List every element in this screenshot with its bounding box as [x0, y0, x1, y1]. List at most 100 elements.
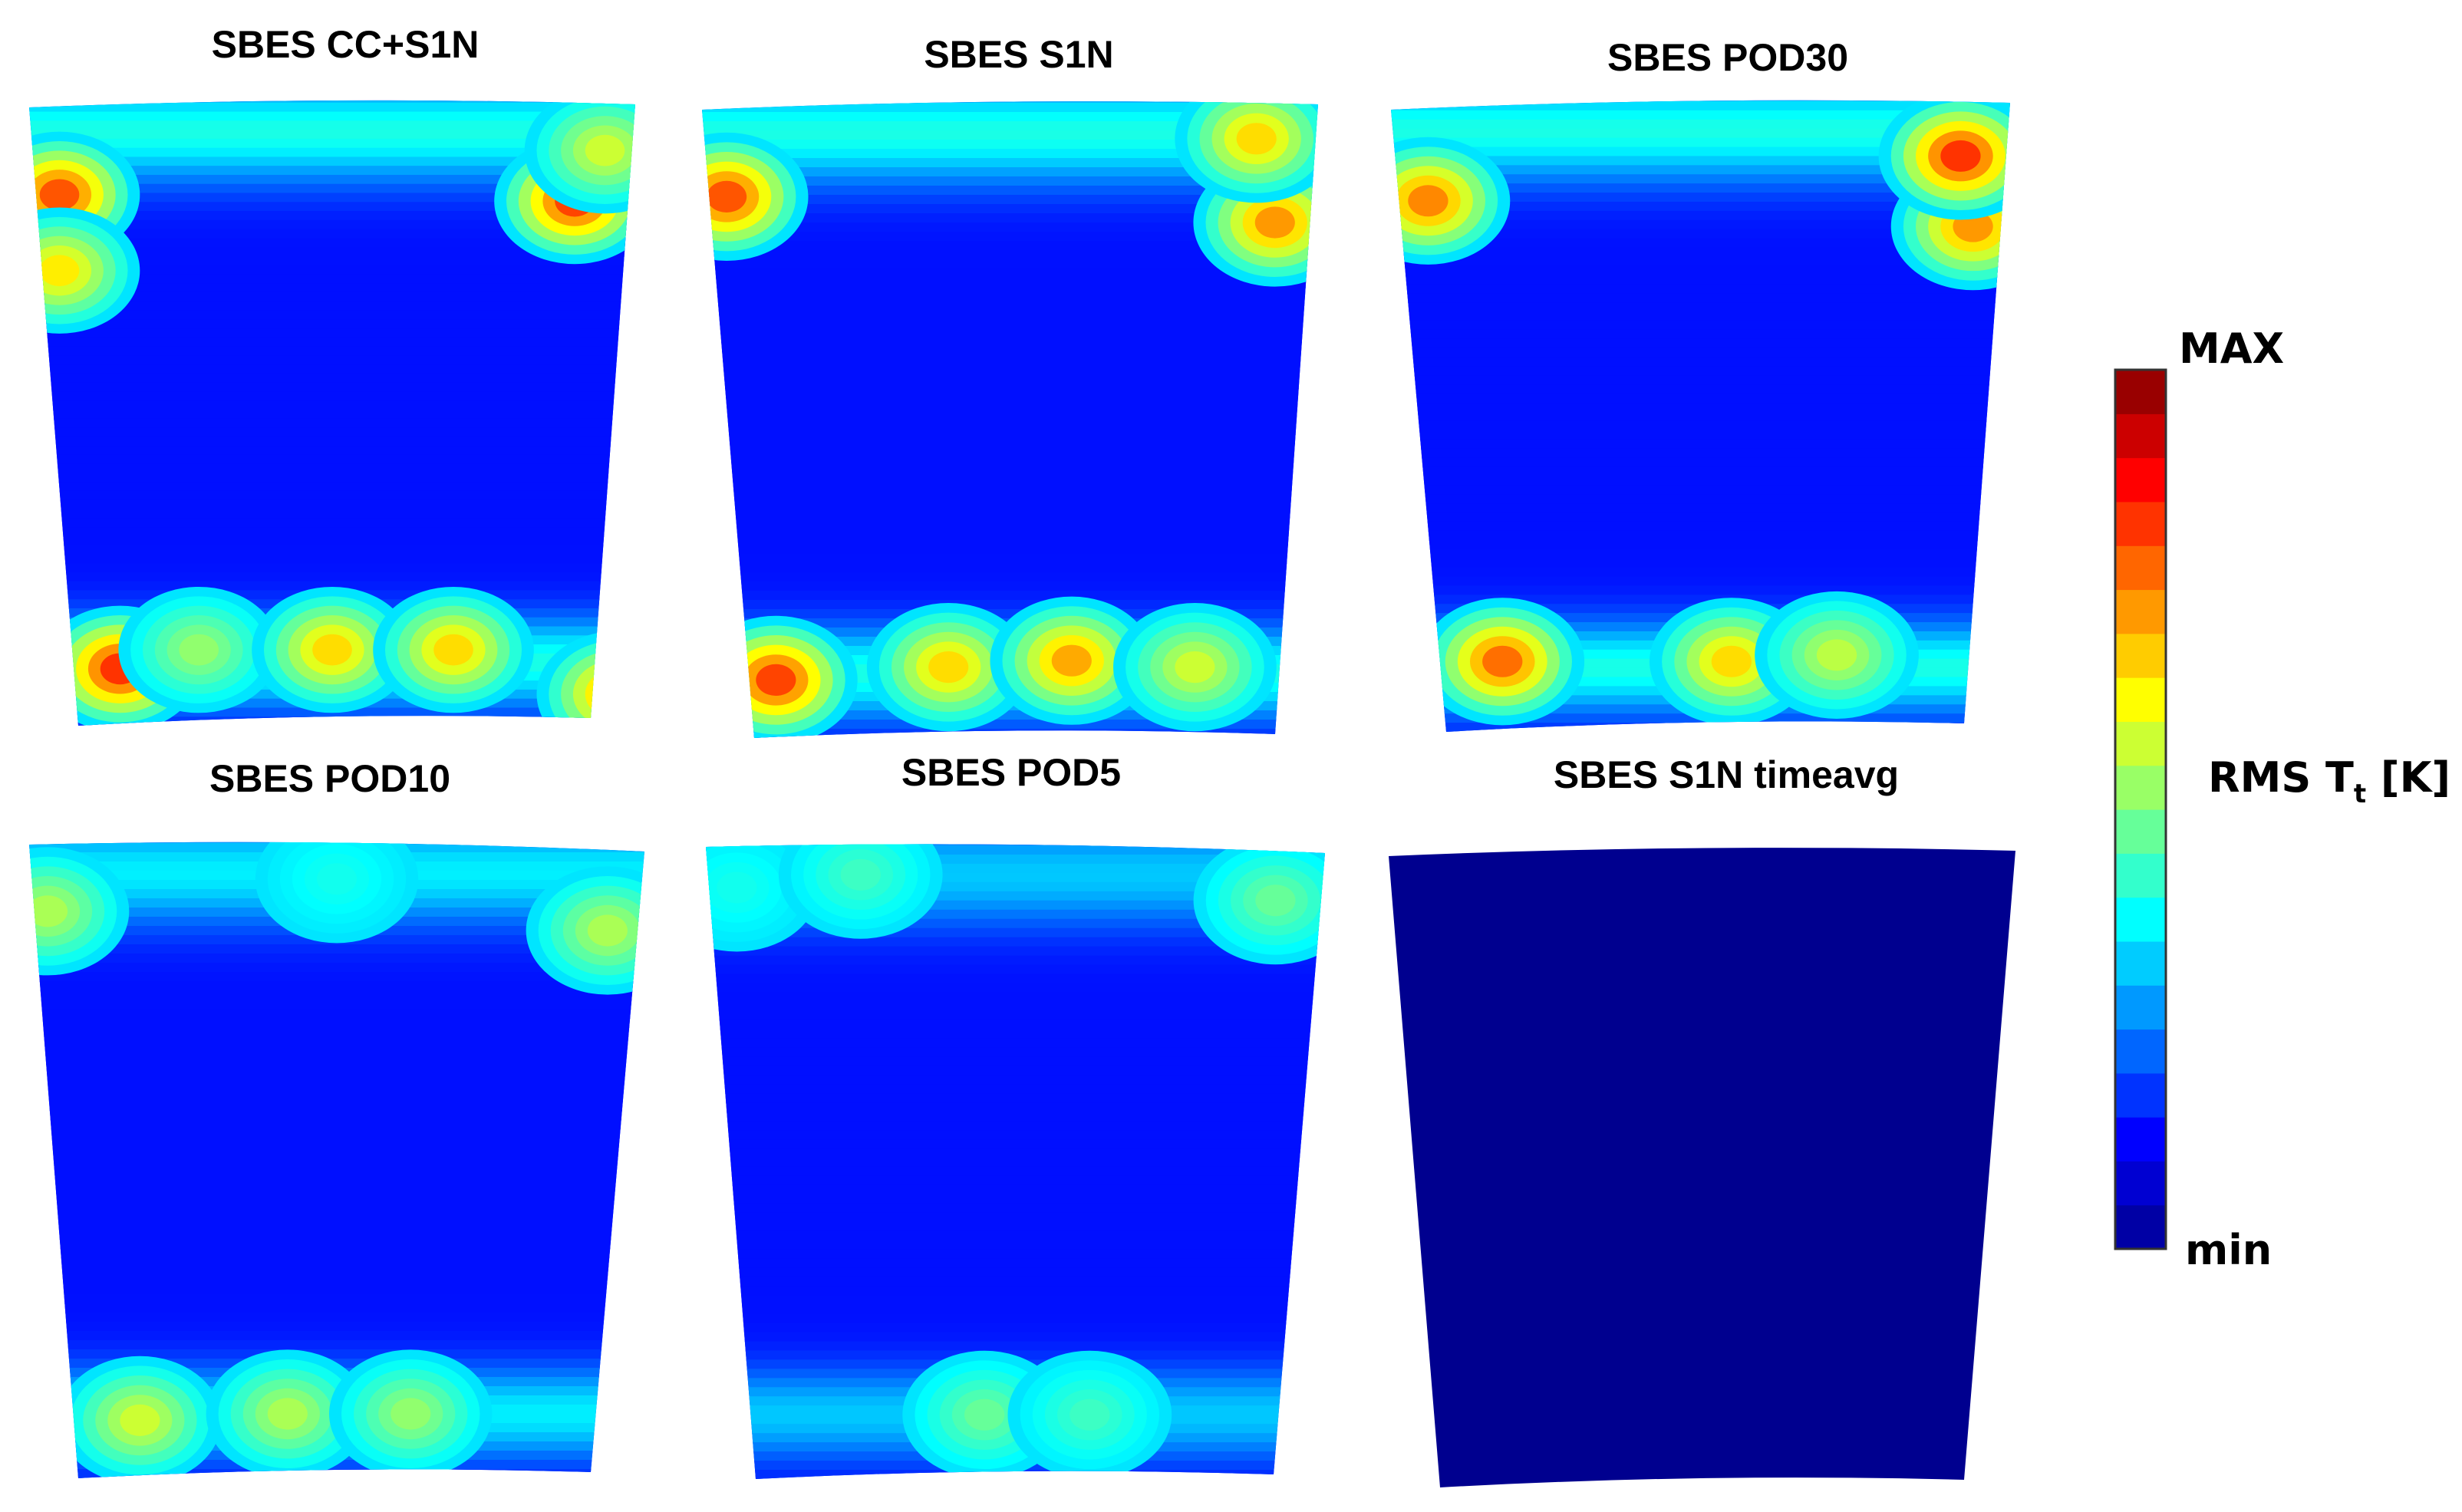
- heatmap-band-row: [1391, 100, 2010, 102]
- heatmap-band-row: [1391, 585, 2010, 596]
- heatmap-band-row: [29, 130, 635, 140]
- colorbar-band: [2115, 897, 2166, 942]
- heatmap-band-row: [1391, 420, 2010, 431]
- hot-spot-contour: [1408, 185, 1449, 217]
- heatmap-band-row: [1391, 548, 2010, 559]
- heatmap-band-row: [1391, 128, 2010, 139]
- heatmap-band-row: [29, 337, 635, 348]
- heatmap-band-row: [1391, 193, 2010, 203]
- heatmap-band-row: [702, 526, 1318, 536]
- heatmap-panel-4: [29, 842, 644, 1478]
- heatmap-band-row: [29, 1027, 644, 1037]
- hot-spot-contour: [29, 895, 68, 927]
- colorbar-min-label: min: [2185, 1226, 2272, 1274]
- heatmap-band-row: [706, 1038, 1325, 1049]
- hot-spot-contour: [39, 179, 80, 211]
- heatmap-band-row: [29, 518, 635, 529]
- hot-spot-contour: [597, 678, 635, 710]
- heatmap-band-row: [29, 1128, 644, 1138]
- heatmap-band-row: [1391, 229, 2010, 239]
- heatmap-band-row: [702, 416, 1318, 426]
- heatmap-band-row: [1391, 348, 2010, 358]
- heatmap-band-row: [1391, 247, 2010, 258]
- heatmap-band-row: [702, 453, 1318, 463]
- heatmap-band-row: [702, 259, 1318, 269]
- heatmap-band-row: [1391, 156, 2010, 166]
- heatmap-band-row: [29, 1313, 644, 1323]
- heatmap-band-row: [706, 1212, 1325, 1223]
- heatmap-band-row: [706, 1230, 1325, 1241]
- heatmap-band-row: [29, 535, 635, 546]
- heatmap-band-row: [1391, 238, 2010, 249]
- heatmap-band-row: [29, 193, 635, 203]
- hot-spot-contour: [120, 1404, 160, 1436]
- heatmap-panel-2: [702, 101, 1318, 738]
- heatmap-band-row: [1391, 174, 2010, 185]
- colorbar-band: [2115, 853, 2166, 898]
- colorbar-band: [2115, 765, 2166, 810]
- heatmap-band-row: [29, 247, 635, 257]
- colorbar-band: [2115, 1029, 2166, 1074]
- heatmap-band-row: [1391, 375, 2010, 386]
- hot-spot-contour: [391, 1398, 431, 1430]
- heatmap-band-row: [706, 1020, 1325, 1030]
- colorbar-band: [2115, 1117, 2166, 1161]
- colorbar-band: [2115, 1204, 2166, 1250]
- heatmap-band-row: [29, 1018, 644, 1028]
- heatmap-band-row: [702, 535, 1318, 545]
- heatmap-band-row: [702, 545, 1318, 555]
- heatmap-band-row: [1391, 485, 2010, 496]
- heatmap-band-row: [1391, 567, 2010, 578]
- heatmap-band-row: [706, 1240, 1325, 1250]
- heatmap-band-row: [29, 1267, 644, 1276]
- heatmap-band-row: [1391, 338, 2010, 349]
- colorbar-band: [2115, 721, 2166, 766]
- heatmap-band-row: [29, 1239, 644, 1249]
- heatmap-panel-3: [1391, 100, 2010, 732]
- heatmap-band-row: [29, 572, 635, 582]
- heatmap-band-row: [1391, 512, 2010, 522]
- heatmap-band-row: [706, 1276, 1325, 1287]
- heatmap-band-row: [706, 1121, 1325, 1132]
- heatmap-band-row: [29, 400, 635, 410]
- hot-spot-contour: [1175, 651, 1215, 684]
- heatmap-band-row: [702, 342, 1318, 352]
- heatmap-band-row: [706, 844, 1325, 846]
- heatmap-band-row: [706, 1249, 1325, 1260]
- heatmap-band-row: [29, 183, 635, 194]
- heatmap-band-row: [29, 100, 635, 104]
- heatmap-band-row: [29, 1322, 644, 1332]
- hot-spot-contour: [312, 634, 352, 666]
- heatmap-band-row: [1391, 412, 2010, 422]
- heatmap-band-row: [29, 1101, 644, 1111]
- heatmap-band-row: [702, 186, 1318, 196]
- heatmap-band-row: [702, 324, 1318, 334]
- heatmap-band-row: [1391, 219, 2010, 230]
- panel-title-5: SBES POD5: [901, 751, 1121, 794]
- heatmap-band-row: [29, 1064, 644, 1074]
- heatmap-band-row: [29, 842, 644, 844]
- heatmap-band-row: [702, 517, 1318, 527]
- heatmap-band-row: [702, 554, 1318, 564]
- colorbar-band: [2115, 985, 2166, 1030]
- heatmap-band-row: [29, 310, 635, 321]
- heatmap-band-row: [29, 1285, 644, 1295]
- heatmap-band-row: [1391, 384, 2010, 395]
- heatmap-band-row: [1391, 329, 2010, 340]
- heatmap-band-row: [702, 361, 1318, 371]
- heatmap-band-row: [702, 600, 1318, 610]
- heatmap-band-row: [29, 527, 635, 537]
- colorbar-title-sub: t: [2354, 779, 2366, 809]
- heatmap-band-row: [702, 315, 1318, 324]
- heatmap-band-row: [1391, 394, 2010, 404]
- heatmap-band-row: [706, 992, 1325, 1003]
- heatmap-band-row: [1391, 311, 2010, 321]
- colorbar-band: [2115, 677, 2166, 722]
- heatmap-band-row: [29, 410, 635, 420]
- heatmap-band-row: [29, 120, 635, 131]
- hot-spot-contour: [39, 255, 80, 287]
- heatmap-band-row: [706, 1139, 1325, 1150]
- heatmap-band-row: [1391, 558, 2010, 568]
- heatmap-band-row: [29, 202, 635, 212]
- heatmap-band-row: [706, 1194, 1325, 1204]
